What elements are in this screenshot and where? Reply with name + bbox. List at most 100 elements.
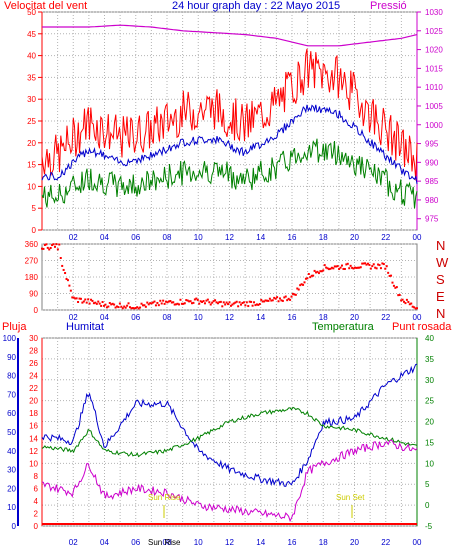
direction-point — [195, 297, 198, 300]
direction-point — [379, 267, 382, 270]
wind-tick-label: 20 — [27, 139, 36, 148]
direction-tick-label: 270 — [25, 257, 39, 266]
mid-hour-label: 12 — [225, 313, 234, 322]
dir-letter-s: S — [436, 272, 445, 287]
direction-point — [253, 301, 256, 304]
direction-point — [229, 304, 232, 307]
top-hour-label: 10 — [194, 233, 203, 242]
pressure-tick-label: 975 — [425, 215, 439, 224]
direction-point — [238, 301, 241, 304]
direction-point — [348, 267, 351, 270]
direction-point — [150, 302, 153, 305]
direction-point — [364, 262, 367, 265]
direction-point — [264, 299, 267, 302]
top-hour-label: 16 — [288, 233, 297, 242]
direction-point — [281, 299, 284, 302]
humidity-line — [41, 363, 418, 487]
mid-hour-label: 16 — [288, 313, 297, 322]
direction-point — [180, 302, 183, 305]
direction-point — [219, 300, 222, 303]
direction-point — [157, 304, 160, 307]
direction-point — [179, 298, 182, 301]
direction-point — [56, 248, 59, 251]
direction-point — [97, 300, 100, 303]
wind-low-line — [41, 138, 418, 209]
direction-point — [296, 287, 299, 290]
direction-point — [319, 270, 322, 273]
direction-point — [384, 267, 387, 270]
direction-point — [365, 263, 368, 266]
direction-point — [333, 265, 336, 268]
direction-point — [306, 277, 309, 280]
direction-point — [392, 284, 395, 287]
bottom-hour-label: 18 — [319, 538, 328, 547]
direction-point — [352, 267, 355, 270]
direction-point — [107, 305, 110, 308]
direction-point — [108, 302, 111, 305]
wind-tick-label: 40 — [27, 52, 36, 61]
direction-point — [98, 302, 101, 305]
rain-tick-label: 30 — [29, 334, 38, 343]
humidity-tick-label: 70 — [7, 390, 16, 399]
direction-tick-label: 180 — [25, 273, 39, 282]
top-hour-label: 14 — [256, 233, 265, 242]
direction-point — [291, 292, 294, 295]
direction-point — [405, 298, 408, 301]
direction-point — [345, 263, 348, 266]
direction-point — [75, 297, 78, 300]
dewpoint-line — [41, 439, 418, 523]
direction-point — [53, 245, 56, 248]
direction-point — [224, 303, 227, 306]
direction-point — [341, 264, 343, 267]
direction-point — [55, 243, 58, 246]
pressure-title: Pressió — [370, 0, 407, 12]
direction-point — [128, 306, 131, 309]
dir-letter-w: W — [436, 255, 449, 270]
sun-rise-label: Sun Rise — [148, 493, 181, 502]
pressure-tick-label: 990 — [425, 158, 439, 167]
top-hour-label: 20 — [350, 233, 359, 242]
direction-point — [245, 301, 248, 304]
direction-point — [398, 294, 401, 297]
wind-series — [41, 24, 418, 209]
humidity-tick-label: 50 — [7, 428, 16, 437]
direction-point — [329, 267, 332, 270]
temp-tick-label: 25 — [425, 397, 434, 406]
top-hour-label: 02 — [69, 233, 78, 242]
rain-tick-label: 0 — [34, 522, 39, 531]
direction-point — [170, 301, 173, 304]
direction-point — [188, 300, 191, 303]
direction-point — [254, 304, 257, 307]
direction-point — [355, 266, 358, 269]
direction-point — [198, 302, 201, 305]
graph-title: 24 hour graph day : 22 Mayo 2015 — [172, 0, 340, 12]
direction-point — [394, 286, 397, 289]
temperature-line — [41, 406, 418, 458]
wind-tick-label: 45 — [27, 30, 36, 39]
direction-point — [203, 302, 206, 305]
direction-point — [41, 247, 43, 250]
direction-point — [361, 262, 364, 265]
direction-point — [95, 302, 98, 305]
temp-tick-label: 15 — [425, 438, 434, 447]
temp-tick-label: 10 — [425, 459, 434, 468]
direction-point — [313, 269, 316, 272]
bottom-hour-label: 16 — [288, 538, 297, 547]
direction-point — [374, 266, 377, 269]
direction-point — [68, 284, 71, 287]
direction-point — [248, 300, 251, 303]
direction-point — [260, 298, 263, 301]
direction-point — [302, 283, 305, 286]
top-hour-label: 06 — [131, 233, 140, 242]
direction-point — [176, 302, 179, 305]
humidity-tick-label: 80 — [7, 372, 16, 381]
mid-hour-label: 04 — [100, 313, 109, 322]
direction-point — [335, 265, 338, 268]
direction-point — [156, 301, 159, 304]
direction-point — [225, 301, 228, 304]
direction-point — [208, 301, 211, 304]
direction-point — [147, 303, 150, 306]
direction-point — [59, 257, 62, 260]
direction-point — [293, 293, 296, 296]
direction-point — [79, 297, 82, 300]
